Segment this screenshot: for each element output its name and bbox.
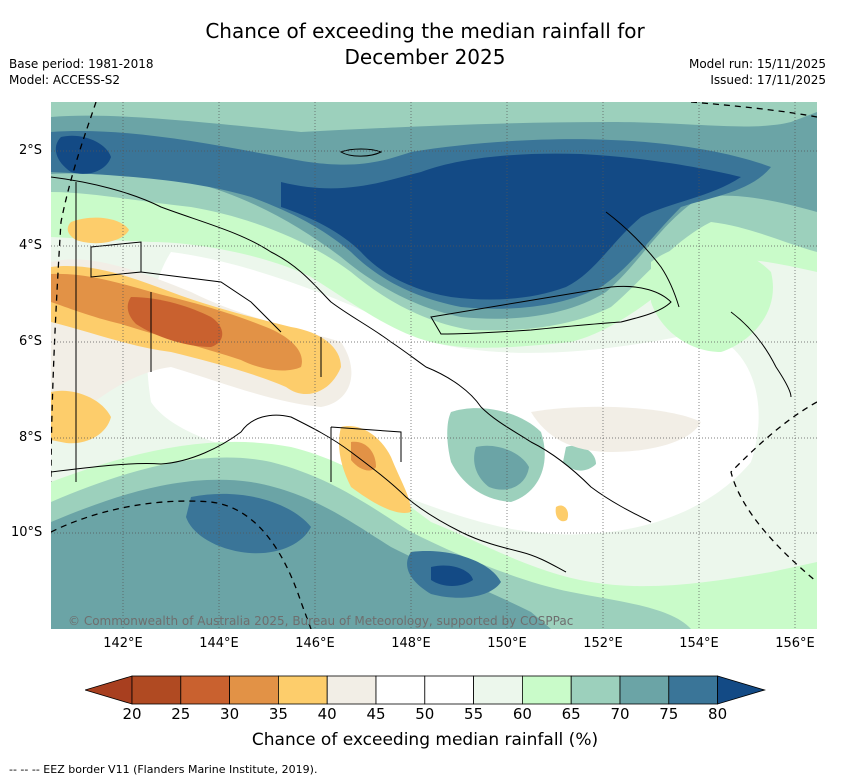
eez-legend-footer: -- -- -- EEZ border V11 (Flanders Marine…	[9, 763, 318, 776]
lon-label-150e: 150°E	[487, 636, 527, 651]
map-graphic	[51, 102, 817, 629]
colorbar-tick-label: 35	[268, 705, 288, 723]
colorbar-tick-label: 40	[317, 705, 337, 723]
gridlines	[51, 102, 817, 629]
colorbar-tick-label: 75	[659, 705, 679, 723]
contour-75-south	[186, 493, 501, 598]
lat-label-2s: 2°S	[19, 143, 43, 158]
colorbar-tick-label: 55	[464, 705, 484, 723]
title-line-1: Chance of exceeding the median rainfall …	[205, 19, 645, 43]
colorbar-cell	[229, 675, 279, 705]
title-line-2: December 2025	[344, 45, 506, 69]
lon-label-146e: 146°E	[295, 636, 335, 651]
coastline-new-guinea	[51, 176, 652, 573]
lat-label-8s: 8°S	[19, 430, 43, 445]
issued-date: Issued: 17/11/2025	[710, 73, 826, 87]
lon-label-142e: 142°E	[103, 636, 143, 651]
colorbar-tick-label: 45	[366, 705, 386, 723]
meta-right: Model run: 15/11/2025 Issued: 17/11/2025	[689, 56, 826, 88]
lat-label-4s: 4°S	[19, 238, 43, 253]
lon-label-154e: 154°E	[679, 636, 719, 651]
lat-label-10s: 10°S	[11, 525, 43, 540]
eez-border	[51, 102, 817, 629]
colorbar-tick-label: 65	[561, 705, 581, 723]
colorbar-cell	[570, 675, 621, 705]
contour-45-east	[531, 406, 701, 452]
colorbar-tick-label: 70	[610, 705, 630, 723]
colorbar-cell	[521, 675, 572, 705]
contour-40-southwest	[51, 390, 111, 444]
colorbar-cell	[131, 675, 182, 705]
colorbar-cell	[619, 675, 670, 705]
lon-label-144e: 144°E	[199, 636, 239, 651]
lon-label-152e: 152°E	[583, 636, 623, 651]
colorbar-tick-label: 60	[512, 705, 532, 723]
copyright-text: © Commonwealth of Australia 2025, Bureau…	[68, 614, 574, 628]
contour-70-south	[51, 479, 551, 629]
colorbar-cell	[424, 675, 474, 705]
colorbar-tick-label: 80	[708, 705, 728, 723]
contour-40-nw-blob	[67, 217, 129, 244]
contour-80-north	[281, 153, 741, 300]
lon-label-156e: 156°E	[775, 636, 815, 651]
colorbar-cell	[277, 675, 328, 705]
coastline-new-ireland	[605, 211, 680, 308]
colorbar-cells	[85, 675, 767, 705]
coastline-bougainville	[730, 311, 792, 398]
chart-title: Chance of exceeding the median rainfall …	[0, 18, 850, 70]
colorbar-tick-label: 30	[220, 705, 240, 723]
contour-50-zone	[147, 252, 759, 535]
base-period: Base period: 1981-2018	[9, 57, 154, 71]
colorbar-tick-label: 20	[122, 705, 142, 723]
contour-60-east	[651, 243, 773, 352]
colorbar-arrow-low	[85, 675, 133, 705]
contour-40-small-east	[555, 505, 569, 522]
lon-label-148e: 148°E	[391, 636, 431, 651]
colorbar-cell	[668, 675, 718, 705]
contour-80-nw	[55, 135, 111, 174]
coastline-manus	[339, 148, 383, 157]
lat-label-6s: 6°S	[19, 334, 43, 349]
contour-70-center	[474, 445, 529, 490]
colorbar-arrow-high	[717, 675, 767, 705]
colorbar	[85, 675, 767, 705]
meta-left: Base period: 1981-2018 Model: ACCESS-S2	[9, 56, 154, 88]
colorbar-cell	[180, 675, 231, 705]
colorbar-tick-label: 25	[171, 705, 191, 723]
contour-80-south	[431, 565, 473, 586]
coastline-new-britain	[430, 285, 672, 335]
colorbar-cell	[326, 675, 377, 705]
rainfall-map: © Commonwealth of Australia 2025, Bureau…	[51, 102, 817, 629]
border-province-lines	[75, 182, 402, 482]
contour-35-central	[351, 441, 376, 471]
colorbar-tick-label: 50	[415, 705, 435, 723]
colorbar-label: Chance of exceeding median rainfall (%)	[251, 730, 599, 750]
colorbar-cell	[473, 675, 523, 705]
model-name: Model: ACCESS-S2	[9, 73, 121, 87]
contour-65-east-small	[563, 445, 596, 471]
model-run: Model run: 15/11/2025	[688, 57, 826, 71]
colorbar-cell	[375, 675, 426, 705]
